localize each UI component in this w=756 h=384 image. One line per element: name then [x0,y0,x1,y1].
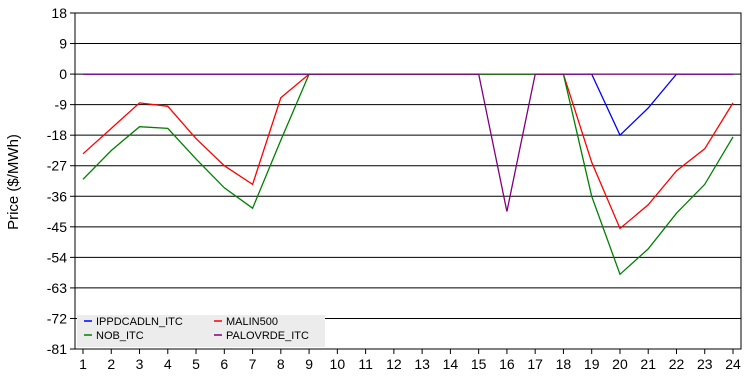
y-tick-label: -63 [47,280,67,296]
y-tick-label: -72 [47,310,67,326]
x-tick-label: 3 [136,356,144,372]
y-tick-label: 9 [59,36,67,52]
x-tick-label: 14 [443,356,459,372]
legend-label-palovrde-itc: PALOVRDE_ITC [226,330,309,342]
legend-box [77,315,325,347]
x-tick-label: 13 [414,356,430,372]
x-tick-label: 5 [192,356,200,372]
series-lines [82,73,734,276]
legend-label-nob-itc: NOB_ITC [96,330,144,342]
y-tick-label: -18 [47,127,67,143]
y-tick-label: -36 [47,188,67,204]
x-tick-label: 8 [277,356,285,372]
x-tick-label: 11 [358,356,373,372]
y-tick-label: -81 [47,341,67,357]
x-tick-label: 18 [556,356,572,372]
legend-label-ippdcadln-itc: IPPDCADLN_ITC [96,316,183,328]
x-tick-label: 2 [107,356,115,372]
axis-ticks [70,12,734,354]
x-tick-label: 16 [499,356,515,372]
x-tick-label: 10 [330,356,346,372]
x-tick-label: 12 [386,356,402,372]
plot-frame [74,12,742,350]
x-tick-label: 19 [584,356,600,372]
x-tick-label: 22 [669,356,685,372]
x-tick-label: 20 [612,356,628,372]
x-tick-label: 15 [471,356,487,372]
legend-label-malin500: MALIN500 [226,316,278,328]
x-tick-label: 23 [697,356,713,372]
y-tick-label: 18 [51,5,67,21]
x-tick-label: 1 [79,356,87,372]
x-tick-label: 4 [164,356,172,372]
x-tick-label: 21 [640,356,656,372]
x-tick-label: 9 [305,356,313,372]
y-tick-label: -9 [55,97,68,113]
x-tick-label: 24 [725,356,741,372]
y-tick-label: -27 [47,158,67,174]
legend: IPPDCADLN_ITC MALIN500 NOB_ITC PALOVRDE_ITC [77,315,325,347]
series-line-palovrde-itc [83,73,733,212]
plot-background [75,13,741,349]
y-axis-label: Price ($/MWh) [5,134,22,230]
y-tick-label: 0 [59,66,67,82]
y-tick-label: -54 [47,249,67,265]
x-tick-label: 7 [249,356,257,372]
x-tick-label: 17 [527,356,543,372]
y-tick-label: -45 [47,219,67,235]
x-tick-label: 6 [220,356,228,372]
